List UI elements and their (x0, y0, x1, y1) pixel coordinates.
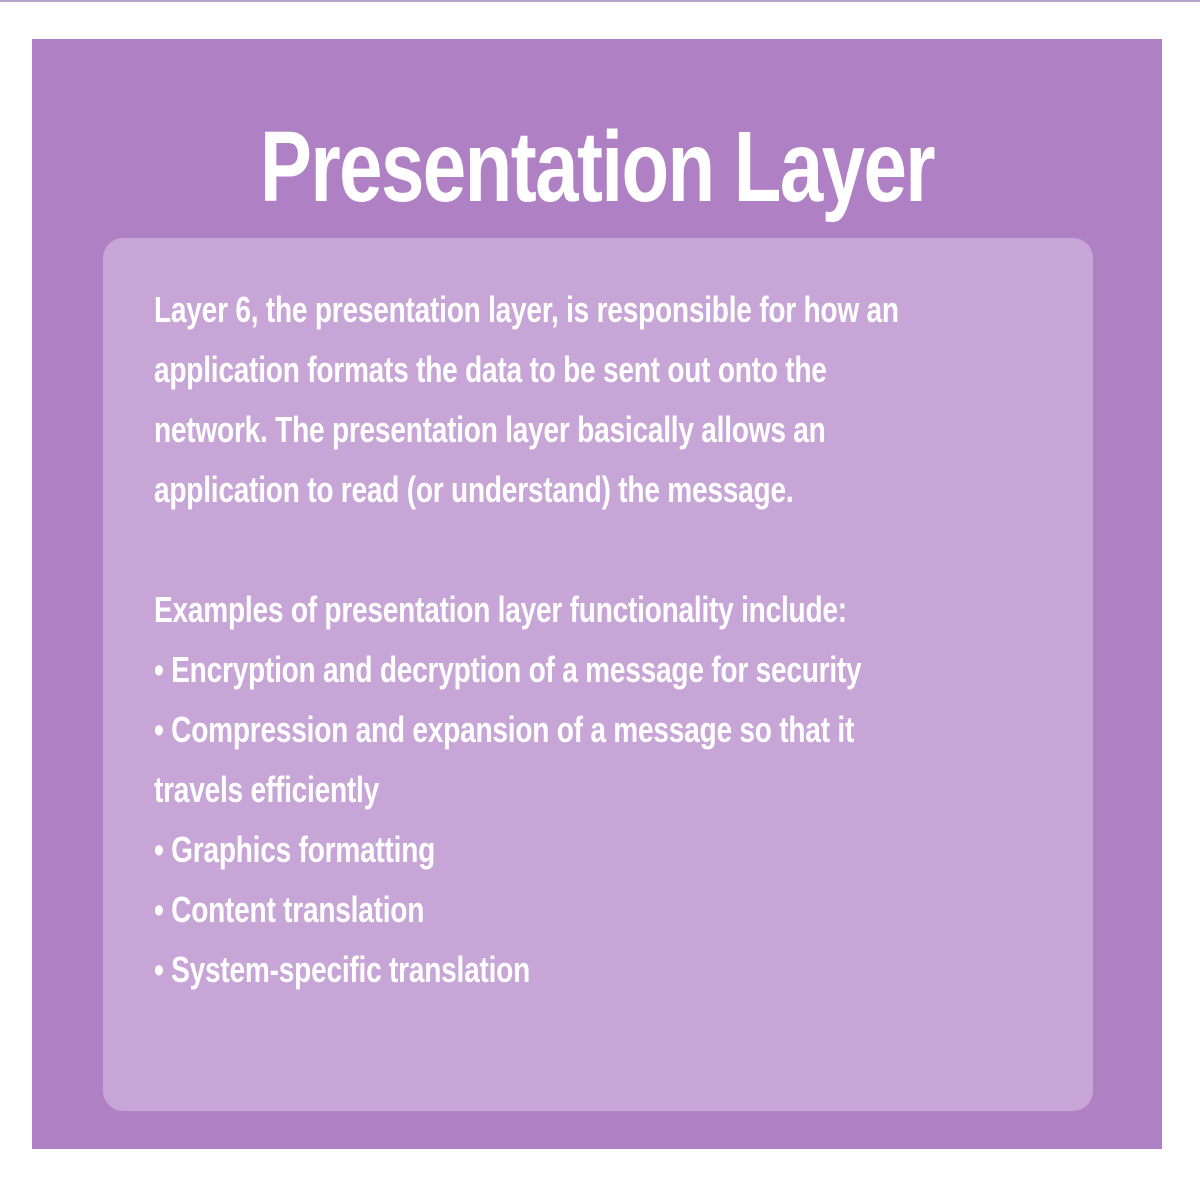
paragraph-line: application to read (or understand) the … (154, 469, 794, 510)
example-list-item: • Content translation (154, 889, 425, 930)
example-list-item-continuation: travels efficiently (154, 769, 379, 810)
top-divider (0, 0, 1200, 2)
example-list-item: • Encryption and decryption of a message… (154, 649, 862, 690)
example-list-item: • Compression and expansion of a message… (154, 709, 855, 750)
description-panel: Layer 6, the presentation layer, is resp… (103, 238, 1093, 1111)
example-list-item: • Graphics formatting (154, 829, 436, 870)
example-list-item: • System-specific translation (154, 949, 531, 990)
paragraph-line: application formats the data to be sent … (154, 349, 827, 390)
paragraph-line: network. The presentation layer basicall… (154, 409, 826, 450)
description-text: Layer 6, the presentation layer, is resp… (154, 280, 1028, 1000)
paragraph-line: Layer 6, the presentation layer, is resp… (154, 289, 899, 330)
examples-heading: Examples of presentation layer functiona… (154, 589, 847, 630)
page-title: Presentation Layer (259, 111, 936, 223)
paragraph-gap (154, 520, 1028, 580)
presentation-layer-card: Presentation Layer Layer 6, the presenta… (32, 39, 1162, 1149)
